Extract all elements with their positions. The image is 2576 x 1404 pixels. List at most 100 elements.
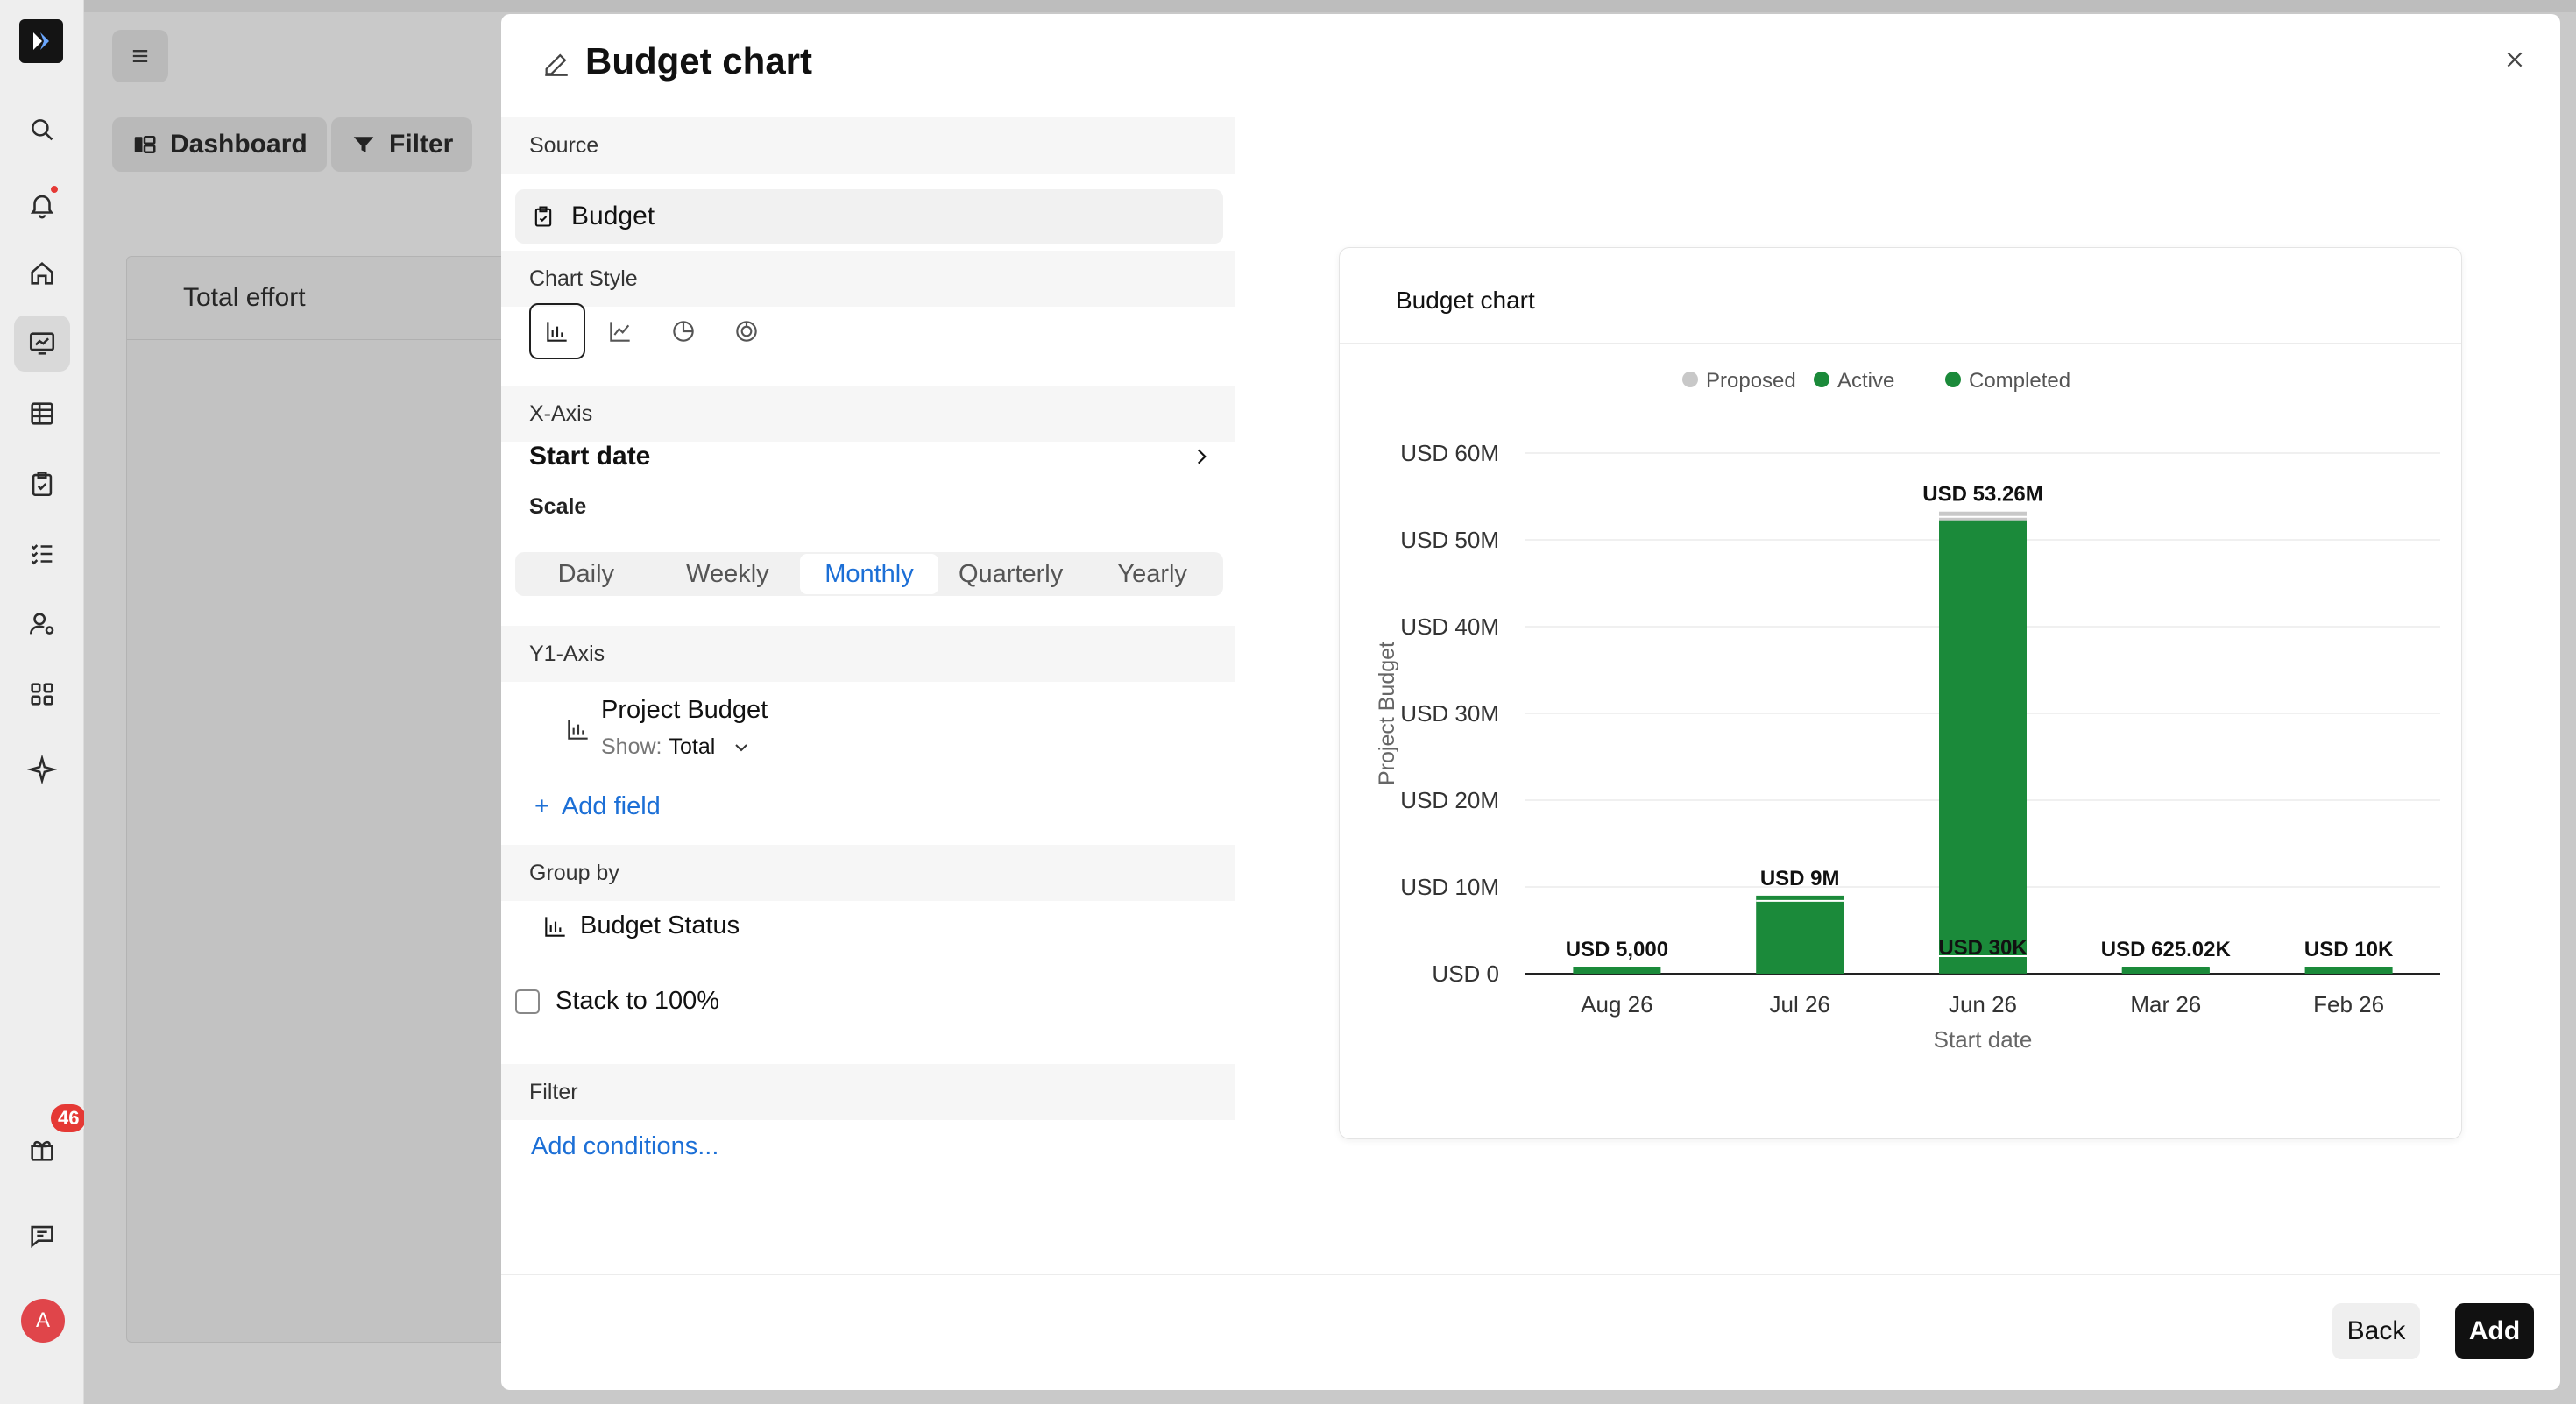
donut-chart-icon bbox=[736, 321, 757, 342]
dashboard-layout-icon bbox=[134, 136, 156, 153]
chart-title: Budget chart bbox=[1396, 287, 1535, 314]
y-tick-label: USD 60M bbox=[1400, 440, 1499, 466]
table-icon bbox=[31, 402, 53, 425]
filter-button[interactable]: Filter bbox=[331, 117, 473, 172]
hamburger-icon bbox=[132, 50, 148, 62]
modal-footer: Back Add bbox=[501, 1274, 2560, 1390]
y1-field-name[interactable]: Project Budget bbox=[601, 696, 768, 724]
legend-swatch-active bbox=[1814, 372, 1829, 387]
chart-card-divider bbox=[1340, 343, 2461, 344]
modal-title[interactable]: Budget chart bbox=[585, 40, 813, 82]
app-logo[interactable] bbox=[19, 19, 63, 63]
portfolio-button[interactable] bbox=[14, 386, 70, 442]
menu-toggle-button[interactable] bbox=[112, 30, 168, 82]
budget-button[interactable] bbox=[14, 456, 70, 512]
style-bar-button[interactable] bbox=[529, 303, 585, 359]
dashboard-icon bbox=[29, 332, 55, 355]
app-sidebar: 46 A bbox=[0, 0, 88, 1404]
updates-count-badge: 46 bbox=[49, 1103, 88, 1134]
pencil-icon[interactable] bbox=[541, 49, 571, 79]
people-button[interactable] bbox=[14, 596, 70, 652]
card-divider bbox=[127, 339, 651, 340]
scale-segmented-control: Daily Weekly Monthly Quarterly Yearly bbox=[515, 552, 1223, 596]
bar-total-label: USD 9M bbox=[1760, 867, 1840, 890]
bar-min bbox=[2121, 967, 2210, 974]
feedback-button[interactable] bbox=[14, 1208, 70, 1264]
pie-chart-icon bbox=[673, 321, 694, 342]
source-section-label: Source bbox=[501, 117, 1235, 174]
chevron-right-icon bbox=[1197, 449, 1207, 464]
chart-style-section-label: Chart Style bbox=[501, 251, 1235, 307]
bar-active bbox=[1756, 895, 1844, 974]
legend-swatch-completed bbox=[1945, 372, 1961, 387]
y-axis-label: Project Budget bbox=[1375, 642, 1399, 785]
ai-assistant-button[interactable] bbox=[14, 741, 70, 798]
gift-icon bbox=[31, 1140, 53, 1161]
y-tick-label: USD 20M bbox=[1400, 787, 1499, 813]
dashboard-label: Dashboard bbox=[170, 130, 308, 159]
whats-new-button[interactable]: 46 bbox=[14, 1103, 88, 1178]
style-pie-button[interactable] bbox=[655, 303, 711, 359]
home-button[interactable] bbox=[14, 245, 70, 301]
add-field-button[interactable]: + Add field bbox=[534, 792, 661, 821]
scale-daily[interactable]: Daily bbox=[557, 559, 615, 588]
card-title: Total effort bbox=[183, 283, 306, 312]
legend-label-active: Active bbox=[1837, 369, 1894, 393]
xaxis-value: Start date bbox=[529, 442, 651, 471]
style-donut-button[interactable] bbox=[718, 303, 775, 359]
filter-label: Filter bbox=[389, 130, 454, 159]
x-axis-label: Start date bbox=[1934, 1026, 2033, 1053]
scale-monthly[interactable]: Monthly bbox=[800, 554, 938, 594]
bar-min bbox=[2304, 967, 2393, 974]
add-field-label: Add field bbox=[561, 792, 661, 820]
bar-total-label: USD 625.02K bbox=[2101, 938, 2232, 961]
group-by-section-label: Group by bbox=[501, 845, 1235, 901]
notifications-button[interactable] bbox=[14, 177, 70, 233]
stack-100-toggle[interactable]: Stack to 100% bbox=[515, 987, 719, 1016]
source-selector[interactable]: Budget bbox=[515, 189, 1223, 244]
bar-total-label: USD 5,000 bbox=[1566, 938, 1668, 961]
xaxis-field-selector[interactable]: Start date bbox=[529, 442, 1213, 472]
bar-total-label: USD 53.26M bbox=[1922, 483, 2042, 507]
show-value: Total bbox=[669, 734, 716, 759]
checklist-icon bbox=[31, 544, 53, 565]
stack-checkbox[interactable] bbox=[515, 989, 540, 1014]
apps-button[interactable] bbox=[14, 666, 70, 722]
dashboard-button[interactable]: Dashboard bbox=[112, 117, 327, 172]
scale-quarterly[interactable]: Quarterly bbox=[958, 559, 1064, 588]
tasks-button[interactable] bbox=[14, 526, 70, 582]
line-chart-icon bbox=[610, 322, 630, 342]
add-conditions-link[interactable]: Add conditions... bbox=[531, 1132, 719, 1160]
chat-icon bbox=[31, 1225, 53, 1248]
style-line-button[interactable] bbox=[592, 303, 648, 359]
scale-yearly[interactable]: Yearly bbox=[1117, 559, 1187, 588]
x-tick-label: Jun 26 bbox=[1949, 991, 2017, 1018]
scale-weekly[interactable]: Weekly bbox=[686, 559, 769, 588]
x-tick-label: Jul 26 bbox=[1770, 991, 1830, 1018]
show-prefix: Show: bbox=[601, 734, 662, 759]
y1-section-label: Y1-Axis bbox=[501, 626, 1235, 682]
y1-aggregation-dropdown[interactable]: Show: Total bbox=[601, 734, 752, 760]
chart-preview-card: Budget chart Proposed Active Completed USD … bbox=[1339, 247, 2462, 1139]
group-by-field[interactable]: Budget Status bbox=[541, 911, 740, 940]
back-button[interactable]: Back bbox=[2332, 1303, 2420, 1359]
close-button[interactable] bbox=[2495, 40, 2534, 79]
user-avatar[interactable]: A bbox=[21, 1299, 65, 1343]
legend-swatch-proposed bbox=[1682, 372, 1698, 387]
search-button[interactable] bbox=[14, 102, 70, 158]
x-tick-label: Mar 26 bbox=[2130, 991, 2201, 1018]
bar-chart-icon bbox=[547, 322, 567, 342]
plus-icon: + bbox=[534, 792, 549, 820]
y-tick-label: USD 40M bbox=[1400, 613, 1499, 640]
x-tick-label: Aug 26 bbox=[1581, 991, 1652, 1018]
dashboards-button[interactable] bbox=[14, 316, 70, 372]
source-value: Budget bbox=[571, 202, 655, 230]
x-tick-label: Feb 26 bbox=[2313, 991, 2384, 1018]
bar-inner-label: USD 30K bbox=[1938, 936, 2028, 960]
add-button[interactable]: Add bbox=[2455, 1303, 2534, 1359]
bar-total-label: USD 10K bbox=[2304, 938, 2394, 961]
legend-label-completed: Completed bbox=[1969, 369, 2070, 393]
apps-grid-icon bbox=[31, 683, 53, 706]
notification-dot bbox=[49, 184, 60, 195]
legend-label-proposed: Proposed bbox=[1706, 369, 1796, 393]
